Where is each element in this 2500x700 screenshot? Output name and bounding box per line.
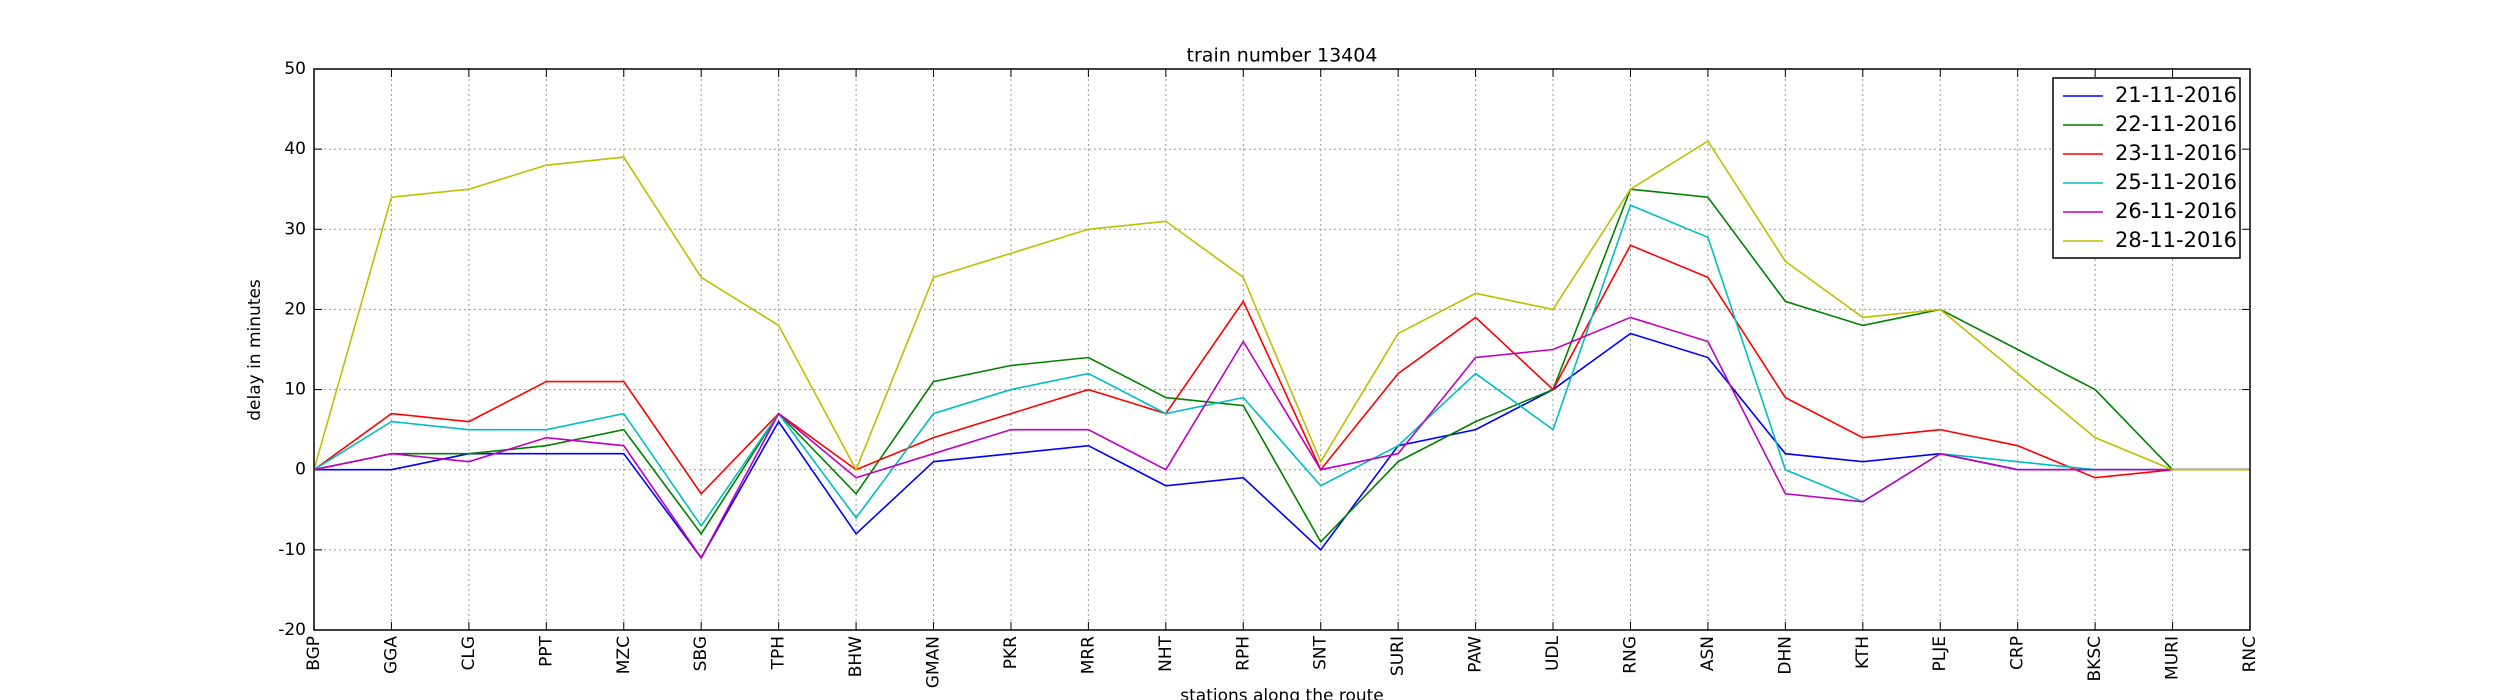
legend-label: 23-11-2016 [2115,141,2237,165]
x-axis-label: stations along the route [1180,686,1384,700]
legend-box [2052,77,2241,259]
y-tick-label: -20 [278,620,306,640]
x-tick-label: GMAN [924,636,944,688]
y-tick-label: 20 [284,299,306,319]
series-line [313,204,2250,528]
plot-frame [313,68,2251,631]
x-tick-label: PLJE [1930,636,1950,671]
legend-label: 25-11-2016 [2115,170,2237,194]
y-tick-label: 50 [284,59,306,79]
legend-label: 21-11-2016 [2115,83,2237,107]
y-tick-label: -10 [278,540,306,560]
x-tick-label: MZC [614,636,634,674]
y-axis-label: delay in minutes [245,279,265,421]
x-tick-label: PKR [1001,636,1021,669]
chart-title: train number 13404 [1187,45,1378,67]
legend-label: 28-11-2016 [2115,228,2237,252]
x-tick-label: MRR [1078,636,1098,674]
x-tick-label: RNG [1620,636,1640,674]
x-tick-label: CRP [2008,636,2028,670]
y-tick-label: 30 [284,219,306,239]
x-tick-label: BKSC [2085,636,2105,681]
x-tick-label: SNT [1311,635,1331,670]
x-tick-label: TPH [769,636,789,670]
x-tick-label: SBG [691,636,711,671]
x-tick-label: MURI [2163,636,2183,680]
x-tick-label: NHT [1156,635,1176,672]
x-tick-label: CLG [459,636,479,671]
series-line [313,244,2250,496]
x-tick-label: KTH [1853,636,1873,669]
x-tick-label: GGA [381,636,401,674]
series-line [313,316,2250,560]
x-tick-label: ASN [1698,636,1718,671]
x-tick-label: SURI [1388,636,1408,676]
x-tick-label: PAW [1466,636,1486,673]
x-tick-label: RNC [2240,636,2260,672]
series-line [313,140,2250,472]
x-tick-label: DHN [1775,636,1795,675]
x-tick-label: RPH [1233,636,1253,671]
legend-label: 22-11-2016 [2115,112,2237,136]
x-tick-label: PPT [536,635,556,667]
legend-label: 26-11-2016 [2115,199,2237,223]
x-tick-label: BGP [304,636,324,671]
x-tick-label: BHW [846,636,866,677]
y-tick-label: 10 [284,380,306,400]
series-line [313,188,2250,544]
y-tick-label: 0 [295,460,306,480]
series-line [314,332,2250,560]
y-tick-label: 40 [284,139,306,159]
x-tick-label: UDL [1543,635,1563,671]
